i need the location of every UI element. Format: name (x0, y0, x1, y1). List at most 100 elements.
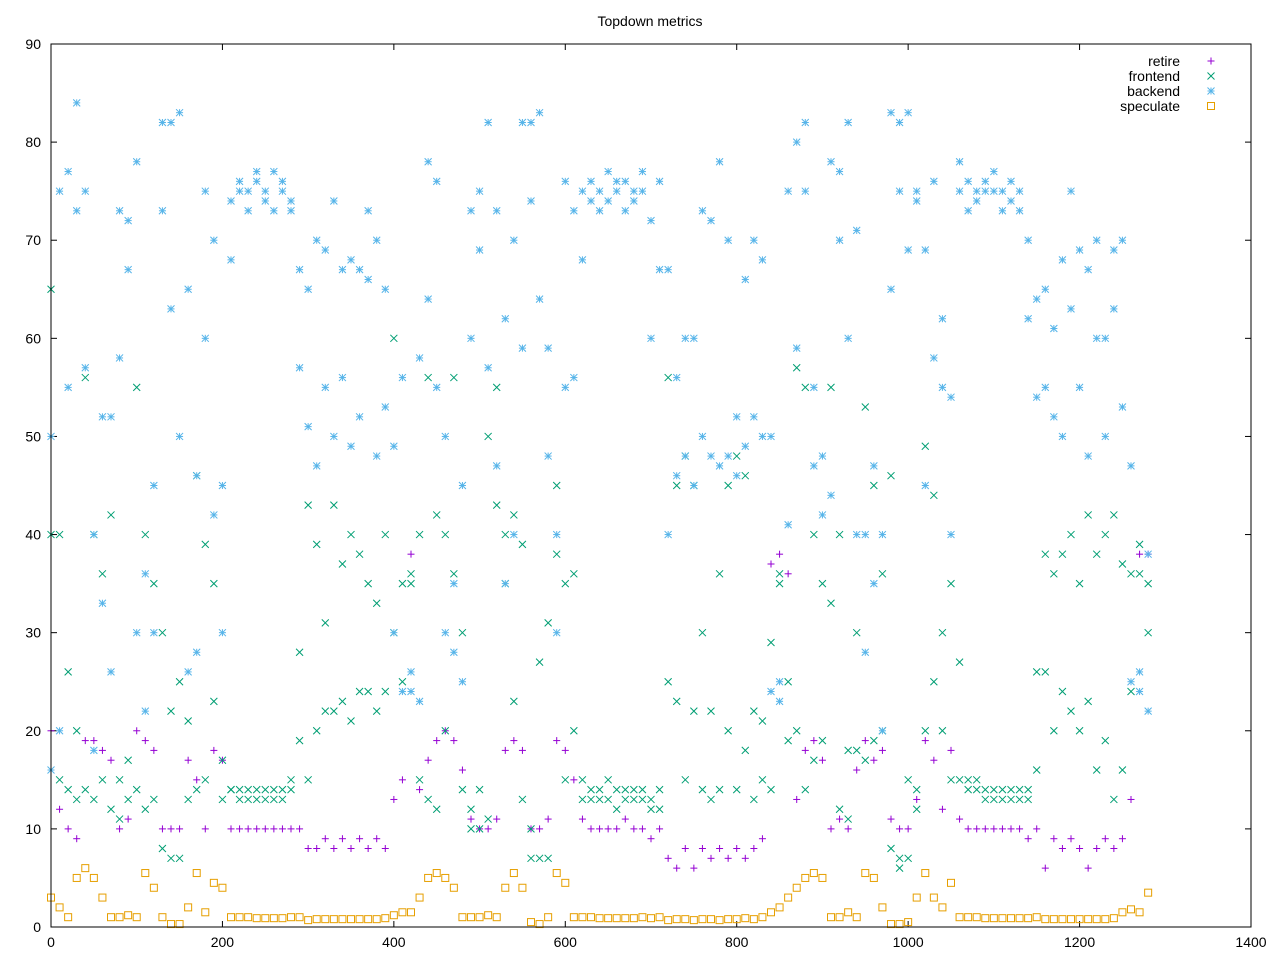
retire-point (416, 786, 424, 794)
backend-point (878, 530, 887, 539)
x-tick-label: 800 (725, 934, 749, 950)
retire-point (201, 825, 209, 833)
speculate-point (81, 864, 90, 873)
speculate-point (792, 883, 801, 892)
speculate-point (1127, 905, 1135, 914)
backend-point (1058, 432, 1067, 441)
backend-point (261, 197, 270, 205)
frontend-point (98, 569, 107, 578)
frontend-point (587, 785, 595, 794)
frontend-point (1135, 540, 1144, 549)
frontend-point (270, 795, 278, 804)
frontend-point (484, 432, 492, 441)
frontend-point (55, 530, 64, 539)
frontend-point (972, 775, 981, 784)
speculate-point (338, 915, 347, 924)
backend-point (878, 726, 887, 735)
frontend-point (167, 854, 175, 863)
retire-point (158, 825, 166, 833)
backend-point (158, 206, 167, 215)
frontend-point (235, 785, 244, 794)
backend-point (792, 344, 801, 352)
frontend-point (818, 736, 827, 745)
retire-point (1093, 845, 1101, 853)
backend-point (338, 265, 347, 274)
frontend-point (441, 530, 450, 539)
retire-point (638, 825, 646, 833)
backend-point (844, 118, 852, 127)
retire-point (827, 825, 835, 833)
frontend-point (475, 785, 484, 794)
backend-point (64, 167, 72, 176)
speculate-point (1118, 908, 1127, 917)
frontend-point (724, 726, 732, 735)
speculate-point (184, 903, 193, 912)
frontend-point (535, 854, 544, 863)
speculate-point (244, 913, 253, 922)
speculate-point (724, 915, 733, 924)
backend-point (612, 187, 621, 196)
y-tick-label: 30 (25, 625, 41, 641)
backend-point (698, 206, 707, 215)
backend-point (441, 628, 450, 637)
frontend-point (132, 785, 141, 794)
speculate-point (1058, 915, 1067, 924)
backend-point (450, 579, 458, 588)
frontend-point (1127, 569, 1135, 578)
y-tick-label: 40 (25, 527, 41, 543)
frontend-point (287, 775, 295, 784)
backend-point (724, 452, 732, 460)
backend-point (1144, 550, 1152, 559)
speculate-point (278, 914, 287, 923)
backend-point (861, 648, 870, 657)
speculate-point (381, 914, 390, 923)
backend-point (552, 628, 561, 637)
backend-point (732, 471, 741, 480)
retire-point (570, 776, 578, 784)
backend-point (544, 452, 552, 460)
backend-point (1015, 187, 1024, 196)
backend-point (904, 246, 912, 254)
backend-point (467, 206, 475, 215)
speculate-point (424, 873, 433, 882)
retire-point (724, 854, 732, 862)
frontend-point (561, 775, 570, 784)
backend-point (330, 197, 338, 205)
retire-point (561, 746, 569, 754)
backend-point (1067, 187, 1075, 196)
backend-point (947, 530, 955, 539)
backend-point (107, 412, 115, 421)
frontend-point (270, 785, 278, 794)
backend-point (1084, 265, 1092, 274)
frontend-point (81, 373, 90, 382)
frontend-point (432, 805, 441, 814)
frontend-point (175, 854, 184, 863)
speculate-point (972, 913, 981, 922)
speculate-point (535, 920, 544, 929)
retire-point (1024, 835, 1032, 843)
retire-point (973, 825, 981, 833)
speculate-point (89, 873, 98, 882)
frontend-point (861, 403, 870, 411)
retire-point (381, 845, 389, 853)
backend-point (990, 167, 998, 176)
frontend-point (844, 746, 852, 755)
backend-point (818, 511, 827, 519)
frontend-point (98, 775, 107, 784)
retire-point (844, 825, 852, 833)
speculate-point (407, 908, 415, 917)
backend-point (895, 118, 904, 127)
speculate-point (569, 913, 578, 922)
frontend-point (1135, 569, 1144, 578)
backend-point (1015, 206, 1024, 215)
frontend-point (681, 775, 690, 784)
speculate-point (664, 916, 673, 925)
backend-point (432, 383, 441, 392)
retire-point (853, 766, 861, 774)
backend-point (244, 187, 252, 196)
retire-point (930, 756, 938, 764)
frontend-point (510, 697, 518, 706)
retire-point (947, 746, 955, 754)
frontend-point (535, 658, 544, 666)
frontend-point (912, 805, 921, 814)
